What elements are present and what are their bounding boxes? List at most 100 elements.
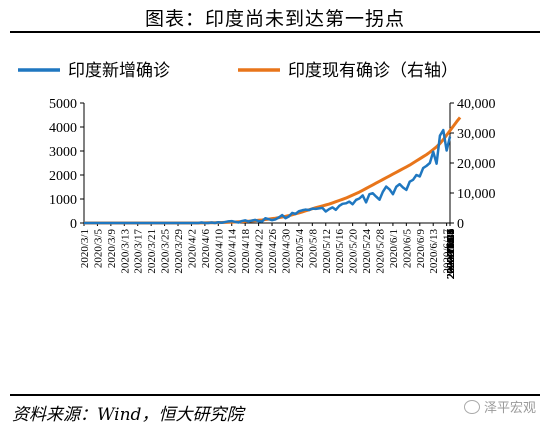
x-tick-label: 2020/3/29	[173, 229, 185, 274]
x-tick-label: 2020/4/16	[445, 229, 457, 274]
x-tick-label: 2020/10/11	[445, 229, 457, 279]
x-tick-label: 2020/12/10	[445, 229, 457, 280]
x-tick-label: 2020/5/12	[321, 229, 333, 274]
x-tick-label: 2020/10/31	[445, 229, 457, 279]
y-left-tick-label: 4000	[49, 121, 77, 136]
x-tick-label: 2020/9/25	[445, 229, 457, 274]
x-tick-label: 2020/10/3	[445, 229, 457, 274]
x-tick-label: 2020/7/15	[445, 229, 457, 274]
x-tick-label: 2020/11/24	[445, 229, 457, 279]
x-tick-label: 2020/6/21	[445, 229, 457, 274]
x-tick-label: 2020/2/8	[445, 229, 457, 269]
x-tick-label: 2020/3/19	[445, 229, 457, 274]
x-tick-label: 2020/12/22	[445, 229, 457, 279]
x-tick-label: 2020/9/9	[445, 229, 457, 269]
x-tick-label: 2020/3/1	[79, 229, 91, 268]
x-tick-label: 2020/4/28	[445, 229, 457, 274]
x-tick-label: 2020/5/16	[334, 229, 346, 274]
x-tick-label: 2020/9/29	[445, 229, 457, 274]
x-tick-label: 2020/8/16	[445, 229, 457, 274]
x-tick-label: 2020/6/1	[388, 229, 400, 268]
x-tick-label: 2020/10/23	[445, 229, 457, 280]
y-left-tick-label: 3000	[49, 145, 77, 160]
page-title: 图表：印度尚未到达第一拐点	[144, 8, 405, 30]
x-tick-label: 2020/4/4	[445, 229, 457, 269]
x-tick-label: 2020/10/15	[445, 229, 457, 280]
x-tick-label: 2020/1/27	[445, 229, 457, 274]
x-tick-label: 2020/12/26	[445, 229, 457, 280]
x-tick-label: 2020/5/2	[445, 229, 457, 268]
series-line-new-cases	[84, 128, 452, 225]
x-tick-label: 2020/3/9	[106, 229, 118, 269]
x-tick-label: 2020/10/19	[445, 229, 457, 280]
legend-label-active-cases: 印度现有确诊（右轴）	[288, 61, 458, 81]
x-tick-label: 2020/10/27	[445, 229, 457, 280]
x-tick-label: 2020/6/29	[445, 229, 457, 274]
x-tick-label: 2020/4/20	[445, 229, 457, 274]
y-left-tick-label: 2000	[49, 169, 77, 184]
y-left-tick-label: 1000	[49, 193, 77, 208]
x-tick-label: 2020/8/8	[445, 229, 457, 269]
x-tick-label: 2020/7/23	[445, 229, 457, 274]
x-tick-label: 2020/7/7	[445, 229, 457, 269]
x-tick-label: 2020/2/4	[445, 229, 457, 269]
x-tick-label: 2020/11/4	[445, 229, 457, 274]
x-tick-label: 2020/6/5	[401, 229, 413, 269]
x-tick-label: 2020/11/12	[445, 229, 457, 279]
x-tick-label: 2020/5/8	[307, 229, 319, 269]
x-tick-label: 2020/3/21	[146, 229, 158, 274]
y-right-tick-label: 40,000	[457, 97, 496, 112]
series-line-active-cases	[84, 116, 462, 225]
x-tick-label: 2020/1/19	[445, 229, 457, 274]
x-tick-label: 2020/3/11	[445, 229, 457, 273]
x-tick-label: 2020/7/27	[445, 229, 457, 274]
x-tick-label: 2020/5/20	[348, 229, 360, 274]
y-right-tick-label: 10,000	[457, 187, 496, 202]
y-right-tick-label: 0	[457, 217, 464, 232]
x-tick-label: 2020/4/6	[200, 229, 212, 269]
x-tick-label: 2020/9/13	[445, 229, 457, 274]
source-note: 资料来源：Wind，恒大研究院	[12, 405, 244, 425]
x-tick-label: 2020/12/30	[445, 229, 457, 280]
x-tick-label: 2020/3/15	[445, 229, 457, 274]
x-tick-label: 2020/3/7	[445, 229, 457, 269]
x-tick-label: 2020/2/28	[445, 229, 457, 274]
x-tick-label: 2020/4/10	[213, 229, 225, 274]
x-tick-label: 2020/3/17	[133, 229, 145, 274]
x-tick-label: 2020/4/18	[240, 229, 252, 274]
x-tick-label: 2020/1/15	[445, 229, 457, 274]
x-tick-label: 2020/5/24	[361, 229, 373, 274]
x-tick-label: 2020/3/5	[92, 229, 104, 269]
x-tick-label: 2020/4/2	[186, 229, 198, 268]
x-tick-label: 2020/7/11	[445, 229, 457, 273]
x-tick-label: 2020/4/26	[267, 229, 279, 274]
x-tick-label: 2020/4/22	[254, 229, 266, 274]
x-tick-label: 2020/3/25	[160, 229, 172, 274]
x-tick-label: 2020/6/25	[445, 229, 457, 274]
x-tick-label: 2020/11/20	[445, 229, 457, 279]
x-tick-label: 2020/8/12	[445, 229, 457, 274]
x-tick-label: 2020/3/31	[445, 229, 457, 274]
watermark: 泽平宏观	[463, 397, 536, 416]
top-rule	[10, 31, 540, 33]
x-tick-label: 2020/11/28	[445, 229, 457, 279]
x-tick-label: 2020/4/8	[445, 229, 457, 269]
x-tick-label: 2020/7/31	[445, 229, 457, 274]
x-tick-label: 2020/8/24	[445, 229, 457, 274]
x-tick-label: 2020/8/20	[445, 229, 457, 274]
x-tick-label: 2020/6/13	[428, 229, 440, 274]
x-tick-label: 2020/5/4	[294, 229, 306, 269]
x-tick-label: 2020/8/28	[445, 229, 457, 274]
x-tick-label: 2020/10/7	[445, 229, 457, 274]
x-tick-label: 2020/12/14	[445, 229, 457, 280]
y-left-tick-label: 0	[70, 217, 77, 232]
x-tick-label: 2020/12/18	[445, 229, 457, 280]
y-right-tick-label: 30,000	[457, 127, 496, 142]
x-tick-label: 2020/9/17	[445, 229, 457, 274]
legend-label-new-cases: 印度新增确诊	[68, 61, 170, 81]
x-tick-label: 2020/4/14	[227, 229, 239, 274]
x-tick-label: 2020/11/16	[445, 229, 457, 279]
x-tick-label: 2020/7/19	[445, 229, 457, 274]
x-tick-label: 2020/1/3	[445, 229, 457, 269]
